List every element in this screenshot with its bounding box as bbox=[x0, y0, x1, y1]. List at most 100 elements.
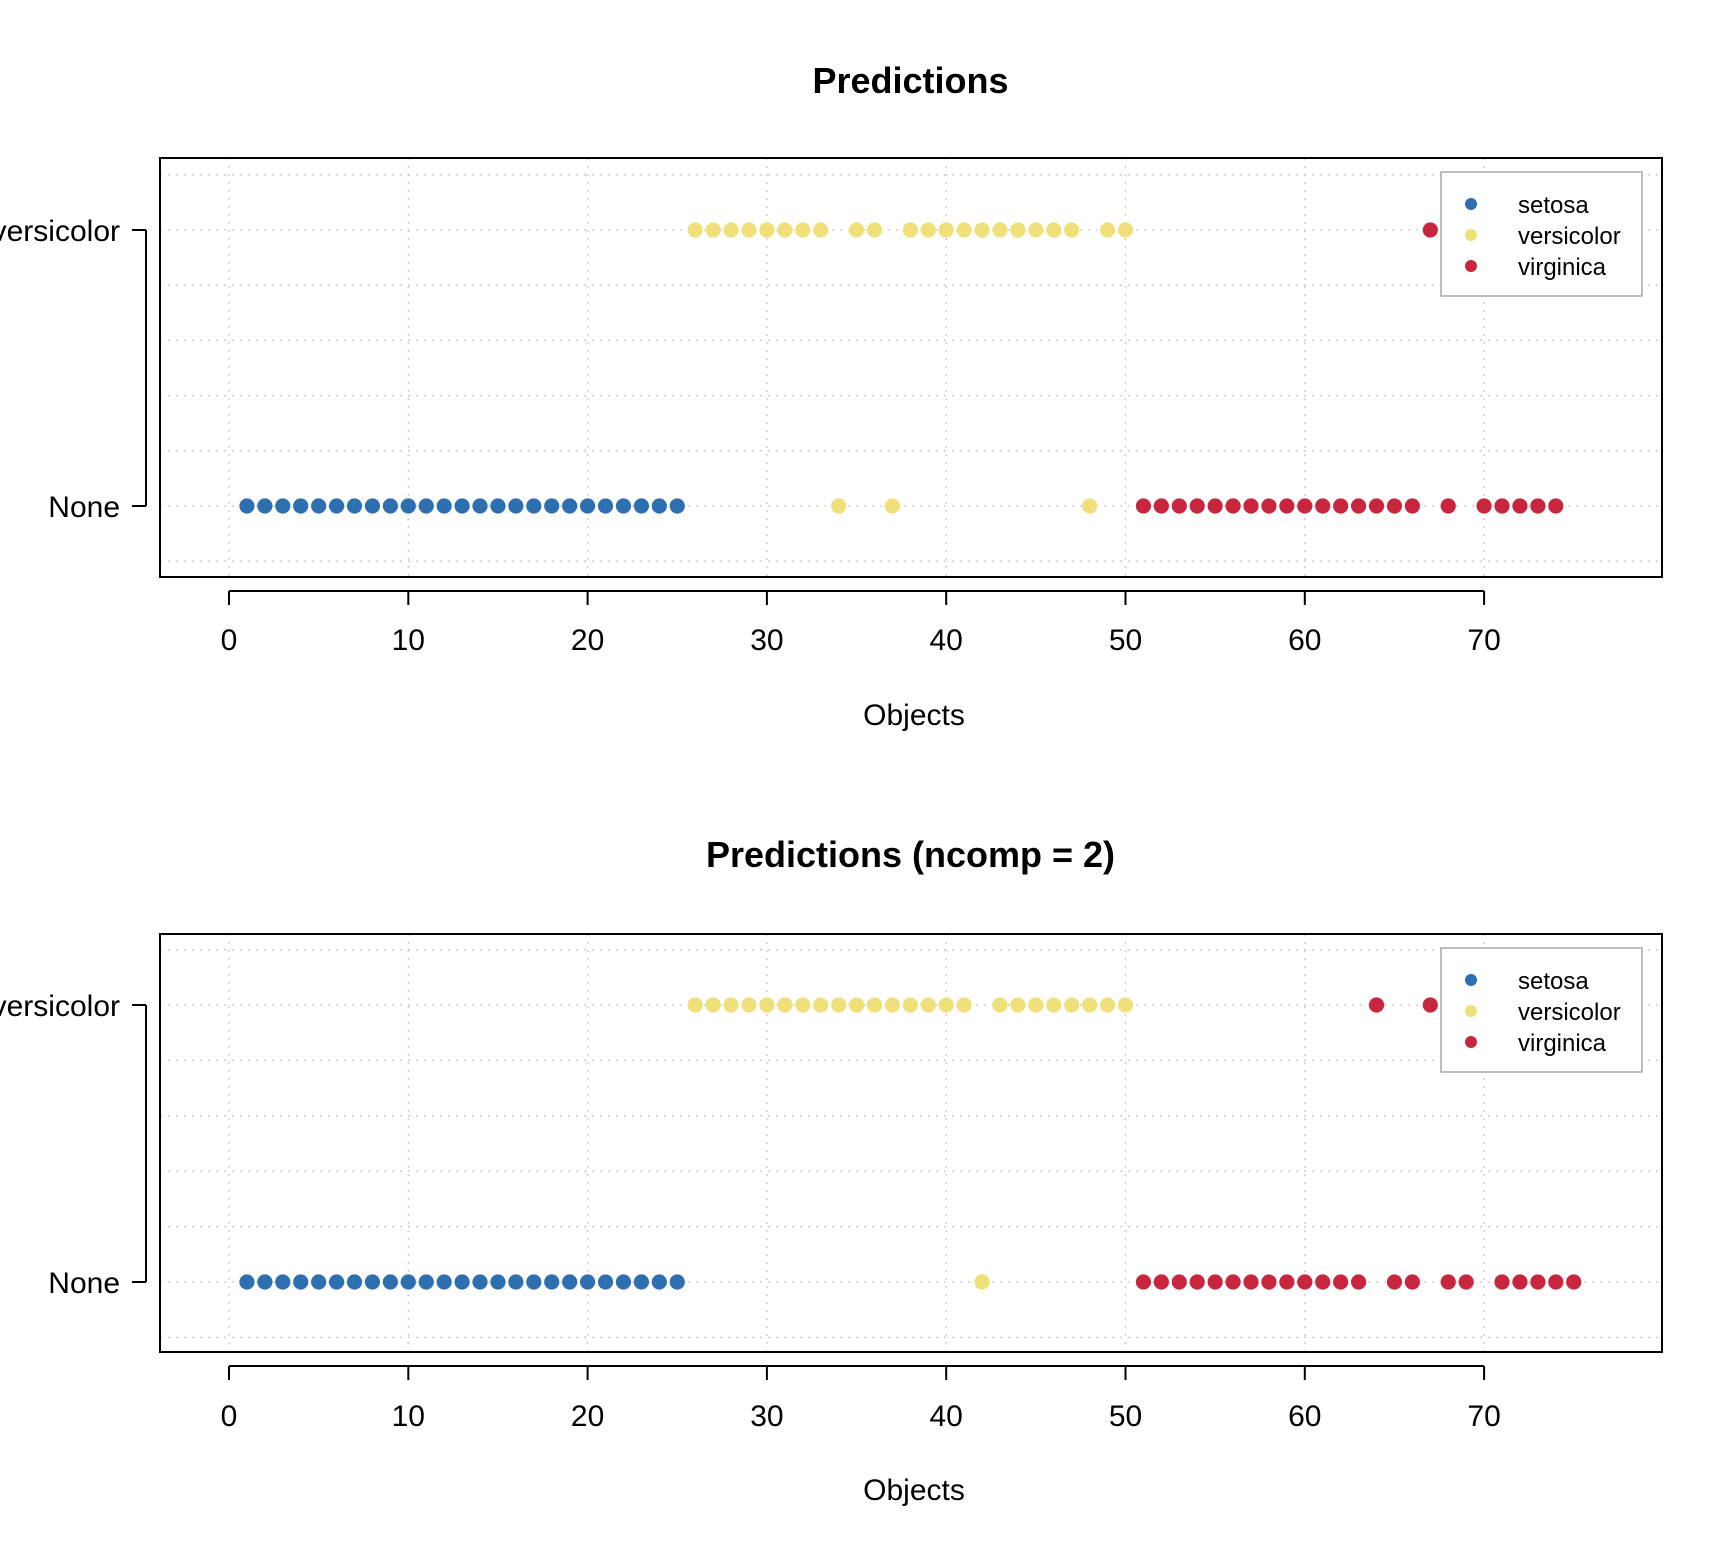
data-point bbox=[293, 1274, 309, 1290]
data-point bbox=[508, 1274, 524, 1290]
data-point bbox=[1315, 1274, 1331, 1290]
data-point bbox=[275, 498, 291, 514]
legend-marker-versicolor bbox=[1465, 1005, 1477, 1017]
plot-frame bbox=[159, 933, 1663, 1353]
data-point bbox=[1440, 498, 1456, 514]
y-axis: None versicolor bbox=[0, 990, 147, 1300]
data-point bbox=[472, 498, 488, 514]
data-point bbox=[1010, 222, 1026, 238]
data-point bbox=[633, 498, 649, 514]
data-point bbox=[275, 1274, 291, 1290]
data-point bbox=[1261, 498, 1277, 514]
data-point bbox=[436, 498, 452, 514]
data-point bbox=[1279, 1274, 1295, 1290]
data-point bbox=[795, 222, 811, 238]
data-point bbox=[705, 997, 721, 1013]
data-point bbox=[884, 498, 901, 514]
legend-label: versicolor bbox=[1518, 999, 1621, 1026]
data-point bbox=[669, 1274, 685, 1290]
data-point bbox=[1494, 1274, 1510, 1290]
data-point bbox=[956, 997, 972, 1013]
data-point bbox=[992, 997, 1008, 1013]
series-virginica bbox=[1135, 222, 1564, 514]
chart-title: Predictions (ncomp = 2) bbox=[706, 834, 1115, 875]
grid-lines bbox=[160, 934, 1662, 1352]
data-point bbox=[1028, 997, 1044, 1013]
legend-marker-virginica bbox=[1465, 260, 1477, 272]
data-point bbox=[1530, 498, 1546, 514]
data-point bbox=[884, 997, 901, 1013]
data-point bbox=[1404, 498, 1420, 514]
data-point bbox=[1135, 498, 1152, 514]
data-point bbox=[1171, 1274, 1187, 1290]
data-point bbox=[1530, 1274, 1546, 1290]
plot-frame bbox=[159, 157, 1663, 578]
data-point bbox=[562, 1274, 578, 1290]
data-point bbox=[1279, 498, 1295, 514]
data-point bbox=[651, 1274, 667, 1290]
data-point bbox=[1046, 222, 1062, 238]
data-point bbox=[1297, 1274, 1313, 1290]
data-point bbox=[1333, 1274, 1349, 1290]
legend-label: setosa bbox=[1518, 968, 1589, 995]
data-point bbox=[1153, 498, 1169, 514]
data-point bbox=[1386, 498, 1403, 514]
data-point bbox=[239, 1274, 255, 1290]
data-point bbox=[974, 222, 990, 238]
data-point bbox=[1225, 1274, 1241, 1290]
x-axis: 0 10 20 30 40 50 60 70 bbox=[221, 1365, 1501, 1433]
legend-marker-setosa bbox=[1465, 198, 1477, 210]
data-point bbox=[1422, 222, 1438, 238]
data-point bbox=[1064, 997, 1080, 1013]
grid-lines bbox=[160, 158, 1662, 577]
data-point bbox=[633, 1274, 649, 1290]
legend-marker-versicolor bbox=[1465, 229, 1477, 241]
data-point bbox=[777, 997, 793, 1013]
data-point bbox=[777, 222, 793, 238]
data-point bbox=[1046, 997, 1062, 1013]
legend: setosa versicolor virginica bbox=[1440, 171, 1643, 297]
data-point bbox=[1082, 498, 1098, 514]
data-point bbox=[544, 498, 560, 514]
data-point bbox=[328, 1274, 345, 1290]
data-point bbox=[1315, 498, 1331, 514]
data-point bbox=[1404, 1274, 1420, 1290]
data-point bbox=[311, 1274, 327, 1290]
data-point bbox=[992, 222, 1008, 238]
data-point bbox=[1117, 222, 1134, 238]
data-point bbox=[920, 997, 936, 1013]
data-point bbox=[1207, 1274, 1223, 1290]
data-point bbox=[866, 222, 883, 238]
chart-panel-2: Predictions (ncomp = 2) 0 10 20 30 40 50 60 70 Ob… bbox=[0, 834, 1663, 1507]
data-point bbox=[848, 222, 865, 238]
legend-label: virginica bbox=[1518, 1030, 1607, 1057]
chart-title: Predictions bbox=[812, 60, 1008, 101]
data-point bbox=[759, 997, 775, 1013]
x-tick-label: 20 bbox=[571, 624, 604, 657]
data-point bbox=[1243, 498, 1259, 514]
data-point bbox=[293, 498, 309, 514]
series-versicolor bbox=[687, 222, 1134, 514]
data-point bbox=[418, 1274, 434, 1290]
data-point bbox=[1225, 498, 1241, 514]
data-point bbox=[1458, 1274, 1474, 1290]
data-point bbox=[920, 222, 936, 238]
x-axis-label: Objects bbox=[863, 699, 965, 732]
data-point bbox=[400, 1274, 416, 1290]
data-point bbox=[956, 222, 972, 238]
data-point bbox=[472, 1274, 488, 1290]
data-point bbox=[1028, 222, 1044, 238]
data-point bbox=[687, 222, 703, 238]
data-point bbox=[1171, 498, 1187, 514]
x-tick-label: 10 bbox=[392, 624, 425, 657]
data-point bbox=[1476, 498, 1492, 514]
data-point bbox=[1350, 498, 1367, 514]
data-point bbox=[1422, 997, 1438, 1013]
x-tick-label: 70 bbox=[1467, 624, 1500, 657]
data-point bbox=[580, 498, 596, 514]
data-point bbox=[526, 498, 542, 514]
y-tick-label: None bbox=[48, 1267, 120, 1300]
legend-label: virginica bbox=[1518, 254, 1607, 281]
data-point bbox=[938, 997, 954, 1013]
x-tick-label: 20 bbox=[571, 1400, 604, 1433]
